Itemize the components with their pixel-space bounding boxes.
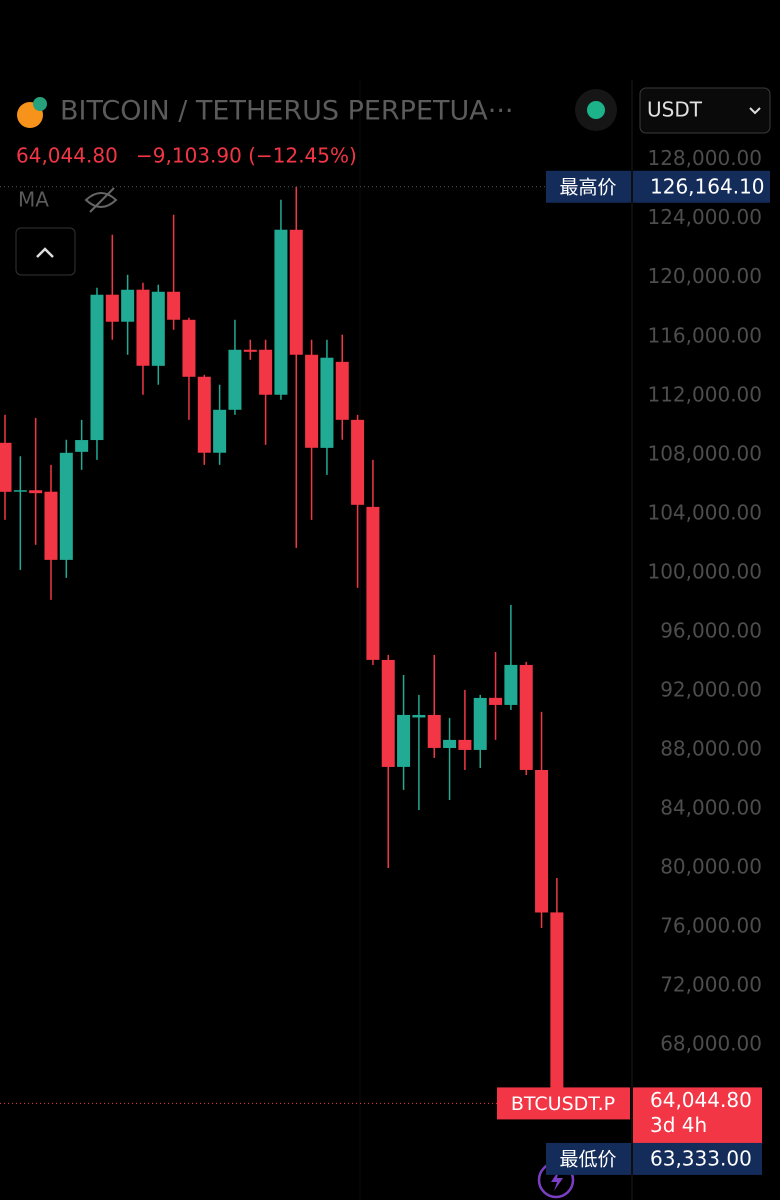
candle-body: [213, 409, 227, 453]
y-tick-label: 128,000.00: [647, 146, 762, 170]
candle-body: [473, 697, 487, 750]
candle-body: [397, 714, 411, 767]
y-tick-label: 76,000.00: [660, 914, 762, 938]
candle-body: [182, 319, 196, 377]
low-value: 63,333.00: [650, 1146, 752, 1170]
candle-body: [151, 291, 165, 366]
candle-body: [519, 664, 533, 770]
low-name-box: [546, 1142, 631, 1175]
eye-icon: [84, 192, 118, 208]
candle-body: [381, 659, 395, 767]
candle-body: [105, 294, 119, 322]
dropdown-arrow: [749, 107, 761, 115]
last-value-box: [633, 1087, 762, 1145]
y-tick-label: 96,000.00: [660, 618, 762, 642]
coin-icon-small: [33, 97, 47, 111]
y-tick-label: 100,000.00: [647, 559, 762, 583]
candle-body: [274, 229, 288, 395]
y-tick-label: 72,000.00: [660, 973, 762, 997]
candle-body: [90, 294, 104, 441]
candle-body: [427, 714, 441, 748]
candle-body: [243, 349, 257, 352]
low-value-box: [633, 1142, 762, 1175]
y-tick-label: 112,000.00: [647, 382, 762, 406]
last-name: BTCUSDT.P: [511, 1093, 615, 1115]
candle-body: [44, 491, 58, 560]
high-value-box: [633, 170, 770, 203]
y-tick-label: 124,000.00: [647, 205, 762, 229]
candle-body: [29, 490, 43, 494]
y-tick-label: 92,000.00: [660, 677, 762, 701]
visibility-toggle[interactable]: [84, 187, 118, 213]
candle-body: [335, 361, 349, 420]
y-tick-label: 116,000.00: [647, 323, 762, 347]
high-name-box: [546, 170, 631, 203]
candle-body: [197, 376, 211, 453]
candle-body: [458, 739, 472, 750]
collapse-button[interactable]: [15, 227, 76, 276]
candle-body: [259, 349, 273, 395]
chevron-up: [36, 247, 54, 258]
candle-body: [366, 506, 380, 660]
candle-body: [136, 289, 150, 366]
candle-body: [443, 739, 457, 749]
status-dot: [587, 101, 605, 119]
last-value: 64,044.80: [650, 1088, 752, 1112]
candle-body: [412, 714, 426, 718]
candle-body: [535, 770, 549, 913]
candle-body: [0, 442, 12, 492]
y-tick-label: 84,000.00: [660, 795, 762, 819]
last-countdown: 3d 4h: [650, 1113, 707, 1137]
price-change: −9,103.90 (−12.45%): [136, 144, 357, 168]
candle-body: [305, 354, 319, 448]
last-price: 64,044.80: [16, 144, 118, 168]
candle-body: [504, 664, 518, 705]
eye-slash: [89, 187, 115, 213]
candle-body: [489, 697, 503, 705]
candle-body: [59, 452, 73, 560]
candle-body: [75, 440, 89, 452]
candle-body: [228, 349, 242, 410]
candle-body: [121, 289, 135, 322]
lightning-icon: [551, 1170, 563, 1191]
y-tick-label: 120,000.00: [647, 264, 762, 288]
candle-body: [550, 912, 564, 1104]
candle-body: [167, 291, 181, 320]
last-name-box: [497, 1087, 630, 1120]
symbol-title[interactable]: BITCOIN / TETHERUS PERPETUA···: [60, 96, 514, 127]
high-value: 126,164.10: [650, 174, 765, 198]
plot: 128,000.00 124,000.00 120,000.00 116,000.00…: [0, 146, 762, 1114]
indicator-label[interactable]: MA: [18, 188, 49, 212]
currency-label: USDT: [647, 98, 703, 122]
y-tick-label: 68,000.00: [660, 1032, 762, 1056]
y-tick-label: 88,000.00: [660, 736, 762, 760]
y-tick-label: 80,000.00: [660, 854, 762, 878]
y-tick-label: 104,000.00: [647, 500, 762, 524]
candle-body: [351, 419, 365, 505]
currency-select[interactable]: [639, 87, 771, 134]
candle-body: [320, 357, 334, 448]
high-name: 最高价: [559, 176, 616, 198]
y-tick-label: 108,000.00: [647, 441, 762, 465]
candle-body: [13, 490, 27, 492]
low-name: 最低价: [559, 1148, 616, 1170]
candle-body: [289, 229, 303, 355]
